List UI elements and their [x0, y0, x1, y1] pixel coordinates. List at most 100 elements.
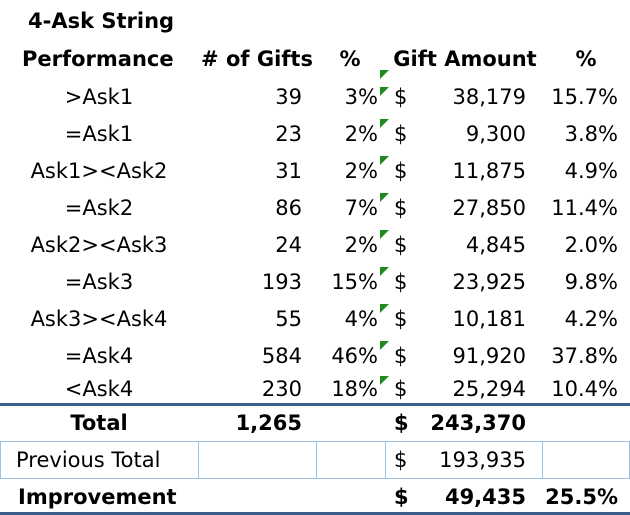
row-gifts: 193: [261, 269, 302, 294]
row-amount: 11,875: [452, 158, 526, 183]
table-row: =Ask2 86 7% $ 27,850 11.4%: [0, 189, 630, 226]
total-row: Total 1,265 $ 243,370: [0, 405, 630, 441]
error-indicator: [380, 341, 389, 350]
row-pct2: 4.2%: [564, 306, 618, 331]
previous-total-label: Previous Total: [16, 448, 161, 472]
total-top-border: [0, 403, 630, 406]
row-dollar: $: [394, 306, 408, 331]
row-pct: 3%: [344, 84, 378, 109]
row-label: Ask1><Ask2: [30, 158, 168, 183]
improvement-pct: 25.5%: [545, 485, 618, 509]
header-gifts: # of Gifts: [201, 47, 313, 71]
row-pct: 18%: [331, 377, 378, 401]
row-amount: 25,294: [452, 377, 526, 401]
row-pct: 15%: [331, 269, 378, 294]
row-amount: 27,850: [452, 195, 526, 220]
row-pct: 2%: [344, 158, 378, 183]
cell-border: [385, 441, 386, 478]
previous-total-dollar: $: [394, 448, 408, 472]
error-indicator: [380, 119, 389, 128]
row-dollar: $: [394, 377, 408, 401]
row-label: <Ask4: [64, 377, 134, 401]
row-gifts: 230: [261, 377, 302, 401]
previous-top-border: [0, 441, 630, 442]
row-amount: 91,920: [452, 343, 526, 368]
row-pct: 2%: [344, 232, 378, 257]
row-pct2: 10.4%: [551, 377, 618, 401]
row-pct: 4%: [344, 306, 378, 331]
error-indicator: [380, 193, 389, 202]
improvement-amount: 49,435: [444, 485, 526, 509]
error-indicator: [380, 70, 389, 79]
header-row-1: 4-Ask String: [0, 2, 630, 40]
header-performance: Performance: [22, 47, 174, 71]
improvement-row: Improvement $ 49,435 25.5%: [0, 479, 630, 515]
row-dollar: $: [394, 343, 408, 368]
row-label: =Ask4: [64, 343, 134, 368]
row-gifts: 24: [275, 232, 302, 257]
table-row: Ask3><Ask4 55 4% $ 10,181 4.2%: [0, 300, 630, 337]
row-label: Ask3><Ask4: [30, 306, 168, 331]
improvement-label: Improvement: [18, 485, 177, 509]
total-amount: 243,370: [430, 411, 526, 435]
table-row: >Ask1 39 3% $ 38,179 15.7%: [0, 78, 630, 115]
total-label: Total: [70, 411, 128, 435]
row-pct2: 37.8%: [551, 343, 618, 368]
row-gifts: 86: [275, 195, 302, 220]
table-row: =Ask4 584 46% $ 91,920 37.8%: [0, 337, 630, 374]
row-amount: 9,300: [465, 121, 526, 146]
row-label: =Ask2: [64, 195, 134, 220]
row-dollar: $: [394, 195, 408, 220]
table-row: <Ask4 230 18% $ 25,294 10.4%: [0, 374, 630, 404]
error-indicator: [380, 156, 389, 165]
row-pct: 46%: [331, 343, 378, 368]
row-gifts: 23: [275, 121, 302, 146]
total-gifts: 1,265: [235, 411, 302, 435]
row-pct: 7%: [344, 195, 378, 220]
header-title: 4-Ask String: [28, 9, 175, 33]
row-gifts: 39: [275, 84, 302, 109]
row-pct: 2%: [344, 121, 378, 146]
row-label: =Ask1: [64, 121, 134, 146]
error-indicator: [380, 304, 389, 313]
row-dollar: $: [394, 121, 408, 146]
table-row: Ask1><Ask2 31 2% $ 11,875 4.9%: [0, 152, 630, 189]
cell-border: [542, 441, 543, 478]
row-gifts: 584: [261, 343, 302, 368]
row-dollar: $: [394, 269, 408, 294]
row-dollar: $: [394, 84, 408, 109]
header-row-2: Performance # of Gifts % Gift Amount %: [0, 40, 630, 78]
row-amount: 38,179: [452, 84, 526, 109]
row-gifts: 55: [275, 306, 302, 331]
row-pct2: 2.0%: [564, 232, 618, 257]
header-gift-amount: Gift Amount: [393, 47, 537, 71]
row-pct2: 4.9%: [564, 158, 618, 183]
row-amount: 10,181: [452, 306, 526, 331]
improvement-top-border: [0, 478, 630, 479]
improvement-dollar: $: [394, 485, 409, 509]
table-row: =Ask1 23 2% $ 9,300 3.8%: [0, 115, 630, 152]
previous-total-amount: 193,935: [439, 448, 526, 472]
table-row: Ask2><Ask3 24 2% $ 4,845 2.0%: [0, 226, 630, 263]
error-indicator: [380, 376, 389, 385]
row-dollar: $: [394, 232, 408, 257]
row-label: =Ask3: [64, 269, 134, 294]
total-dollar: $: [394, 411, 409, 435]
error-indicator: [380, 267, 389, 276]
previous-total-row: Previous Total $ 193,935: [0, 442, 630, 478]
cell-border: [0, 441, 1, 478]
header-pct: %: [339, 47, 361, 71]
table-row: =Ask3 193 15% $ 23,925 9.8%: [0, 263, 630, 300]
row-pct2: 11.4%: [551, 195, 618, 220]
header-pct2: %: [575, 47, 597, 71]
row-label: >Ask1: [64, 84, 134, 109]
row-pct2: 9.8%: [564, 269, 618, 294]
error-indicator: [380, 87, 389, 96]
cell-border: [198, 441, 199, 478]
error-indicator: [380, 230, 389, 239]
row-dollar: $: [394, 158, 408, 183]
bottom-border: [0, 512, 630, 515]
row-gifts: 31: [275, 158, 302, 183]
row-amount: 4,845: [465, 232, 526, 257]
